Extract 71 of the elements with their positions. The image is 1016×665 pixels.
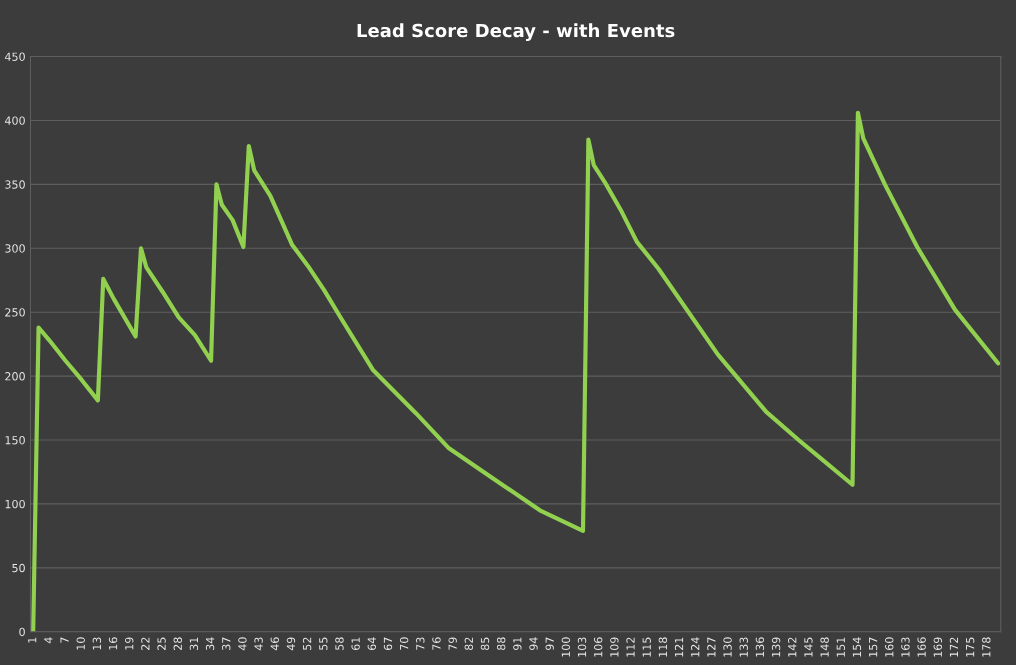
- x-tick-label: 100: [561, 637, 571, 657]
- x-tick-label: 64: [367, 637, 376, 650]
- x-tick-label: 172: [949, 637, 959, 657]
- x-tick-label: 58: [335, 637, 344, 650]
- x-tick-label: 28: [173, 637, 182, 650]
- x-tick-label: 43: [254, 637, 263, 651]
- x-tick-label: 55: [319, 637, 328, 650]
- y-tick-label: 200: [5, 372, 25, 381]
- x-tick-label: 136: [755, 637, 765, 657]
- x-tick-label: 31: [189, 637, 199, 650]
- x-tick-label: 163: [901, 637, 910, 657]
- x-tick-label: 139: [771, 637, 781, 657]
- x-tick-label: 25: [157, 637, 166, 650]
- x-tick-label: 127: [707, 637, 716, 657]
- x-tick-label: 76: [432, 637, 441, 650]
- x-tick-label: 145: [804, 637, 813, 657]
- x-tick-label: 157: [869, 637, 878, 657]
- x-tick-label: 154: [852, 637, 862, 657]
- x-tick-label: 1: [28, 637, 37, 643]
- x-tick-label: 124: [691, 637, 700, 657]
- x-tick-label: 40: [238, 637, 247, 651]
- x-tick-label: 46: [270, 637, 279, 651]
- y-tick-label: 400: [4, 116, 25, 125]
- x-tick-label: 85: [480, 637, 490, 650]
- x-tick-label: 70: [399, 637, 409, 650]
- x-tick-label: 22: [141, 637, 150, 650]
- x-tick-label: 82: [464, 637, 474, 650]
- y-tick-label: 250: [5, 308, 25, 317]
- x-tick-label: 61: [351, 637, 360, 650]
- x-tick-label: 142: [788, 637, 797, 657]
- x-tick-label: 121: [674, 637, 684, 657]
- x-tick-label: 49: [286, 637, 296, 651]
- x-tick-label: 178: [982, 637, 991, 657]
- x-tick-label: 16: [108, 637, 118, 650]
- y-tick-label: 300: [5, 244, 25, 253]
- x-tick-label: 103: [577, 637, 587, 657]
- x-tick-label: 13: [92, 637, 102, 650]
- x-tick-label: 118: [658, 637, 668, 657]
- y-tick-label: 150: [5, 435, 25, 445]
- x-tick-label: 133: [739, 637, 748, 657]
- y-tick-label: 0: [19, 627, 25, 637]
- x-tick-label: 130: [723, 637, 732, 657]
- y-tick-label: 350: [5, 180, 25, 189]
- y-tick-label: 100: [5, 499, 25, 509]
- x-tick-label: 169: [933, 637, 942, 657]
- x-tick-label: 88: [496, 637, 506, 650]
- x-tick-label: 79: [448, 637, 457, 650]
- x-tick-label: 109: [610, 637, 619, 657]
- x-tick-label: 97: [545, 637, 554, 651]
- x-tick-label: 148: [820, 637, 829, 657]
- x-tick-label: 160: [885, 637, 894, 657]
- y-tick-label: 50: [12, 563, 25, 573]
- x-tick-label: 166: [917, 637, 926, 657]
- x-tick-label: 10: [76, 637, 85, 650]
- x-tick-label: 67: [383, 637, 393, 650]
- x-tick-label: 19: [125, 637, 134, 650]
- x-tick-label: 7: [60, 637, 69, 643]
- x-tick-label: 52: [302, 637, 312, 650]
- x-tick-label: 4: [44, 637, 53, 644]
- x-tick-label: 37: [222, 637, 231, 650]
- y-tick-label: 450: [4, 52, 25, 61]
- x-tick-label: 151: [836, 637, 845, 657]
- x-tick-label: 175: [966, 637, 975, 657]
- x-tick-label: 115: [642, 637, 651, 657]
- x-tick-label: 91: [513, 637, 522, 651]
- x-tick-label: 106: [593, 637, 603, 657]
- x-tick-label: 94: [529, 637, 538, 651]
- x-tick-label: 34: [205, 637, 215, 650]
- chart-title: Lead Score Decay - with Events: [357, 23, 675, 41]
- x-tick-label: 73: [416, 637, 425, 650]
- x-tick-label: 112: [626, 637, 635, 657]
